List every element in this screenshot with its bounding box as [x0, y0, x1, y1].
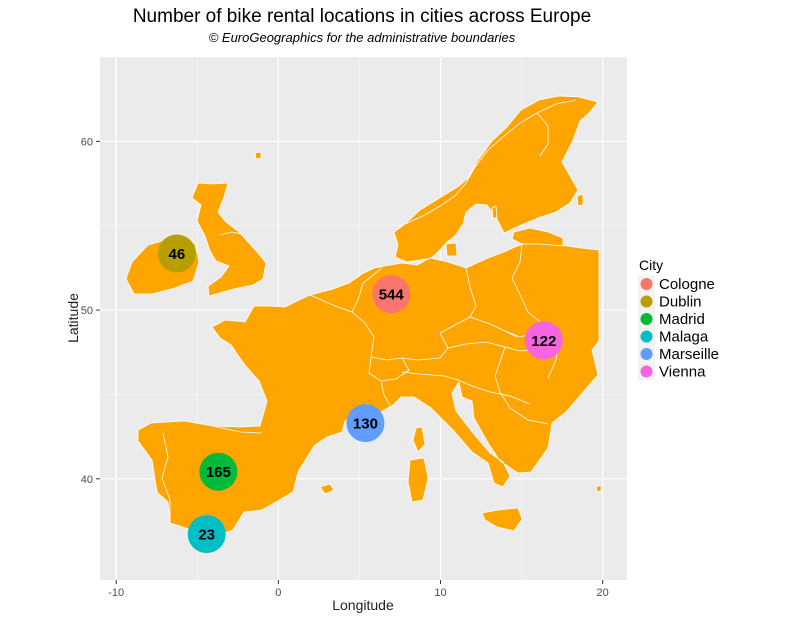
legend-item-cologne: Cologne: [638, 275, 715, 293]
land-cyclades: [595, 484, 602, 493]
legend: City CologneDublinMadridMalagaMarseilleV…: [638, 257, 719, 381]
border-switzerland: [368, 356, 410, 382]
border-netherlands-germany: [362, 267, 383, 284]
legend-item-malaga: Malaga: [638, 328, 709, 346]
border-norway-sweden: [404, 112, 538, 225]
city-bubble-madrid: 165: [199, 452, 238, 491]
legend-label: Malaga: [659, 329, 709, 346]
legend-title: City: [639, 257, 663, 273]
border-belgium-germany: [351, 282, 364, 313]
city-value-label: 46: [169, 246, 186, 263]
x-tick-label: -10: [108, 587, 124, 599]
y-tick-label: 40: [81, 474, 93, 486]
x-tick-label: 10: [434, 587, 446, 599]
border-austria-hungary: [494, 346, 506, 377]
legend-label: Marseille: [659, 346, 719, 363]
x-axis-ticks: -10 0 10 20: [108, 580, 609, 599]
border-france-italy: [380, 380, 391, 406]
legend-label: Cologne: [659, 276, 715, 293]
border-germany-austria: [401, 332, 449, 361]
europe-land: [125, 95, 602, 537]
border-spain-portugal: [161, 432, 171, 522]
land-sardinia: [407, 457, 429, 503]
border-poland-lithuania: [511, 243, 523, 279]
land-baltics: [511, 227, 564, 247]
land-mallorca: [319, 483, 335, 495]
legend-swatch: [640, 278, 653, 290]
x-tick-label: 0: [275, 587, 281, 599]
land-scandinavia: [393, 95, 599, 263]
legend-label: Vienna: [659, 364, 706, 381]
land-zealand: [445, 242, 458, 257]
city-value-label: 544: [379, 287, 405, 304]
border-germany-poland: [465, 267, 477, 318]
x-axis-title: Longitude: [332, 597, 394, 613]
country-borders: [161, 99, 577, 522]
chart-title: Number of bike rental locations in citie…: [133, 6, 591, 27]
land-great-britain: [191, 182, 267, 297]
city-point: [346, 404, 385, 443]
city-bubble-malaga: 23: [187, 515, 226, 554]
border-france-belgium: [309, 294, 353, 313]
legend-swatch: [640, 330, 653, 343]
border-balkans-2: [494, 375, 549, 425]
legend-item-dublin: Dublin: [638, 293, 702, 311]
city-value-label: 130: [353, 416, 378, 433]
land-continent: [137, 242, 600, 537]
border-czechia-poland: [469, 316, 518, 338]
border-germany-czechia: [439, 316, 471, 334]
land-corsica: [412, 426, 426, 453]
chart-subtitle: © EuroGeographics for the administrative…: [209, 30, 516, 45]
land-faroe: [254, 151, 262, 160]
city-bubble-dublin: 46: [157, 234, 196, 273]
border-sweden-finland: [536, 112, 549, 157]
y-tick-label: 50: [81, 305, 93, 317]
city-value-label: 122: [531, 333, 556, 350]
legend-swatch: [640, 295, 653, 308]
legend-swatch: [640, 313, 653, 325]
legend-item-madrid: Madrid: [638, 310, 705, 328]
legend-swatch: [640, 348, 653, 360]
border-france-spain: [212, 425, 263, 434]
border-balkans: [457, 379, 531, 405]
city-point: [524, 321, 563, 360]
land-gotland: [491, 205, 498, 220]
border-poland-ukraine: [511, 277, 551, 331]
border-france-germany: [351, 311, 375, 358]
land-crete-fragment: [576, 193, 584, 207]
y-tick-label: 60: [81, 136, 93, 148]
land-sicily: [481, 507, 523, 532]
city-point: [187, 515, 226, 554]
city-bubble-cologne: 544: [372, 275, 411, 314]
city-point: [157, 234, 196, 273]
border-austria-italy: [401, 371, 459, 381]
city-value-label: 23: [198, 527, 215, 544]
legend-label: Dublin: [659, 294, 702, 311]
legend-label: Madrid: [659, 311, 705, 328]
border-czechia-austria: [447, 341, 506, 349]
x-tick-label: 20: [597, 587, 609, 599]
city-bubble-marseille: 130: [346, 404, 385, 443]
legend-item-vienna: Vienna: [638, 363, 706, 381]
y-axis-ticks: 40 50 60: [81, 136, 100, 486]
city-value-label: 165: [206, 464, 231, 481]
city-bubbles: 544 46 165 23 130 122: [157, 234, 563, 554]
legend-swatch: [640, 365, 653, 378]
border-finland-norway: [536, 99, 577, 114]
border-scotland-england: [219, 231, 243, 236]
y-axis-title: Latitude: [65, 293, 81, 343]
city-point: [199, 452, 238, 491]
legend-item-marseille: Marseille: [638, 345, 719, 363]
city-bubble-vienna: 122: [524, 321, 563, 360]
city-point: [372, 275, 411, 314]
